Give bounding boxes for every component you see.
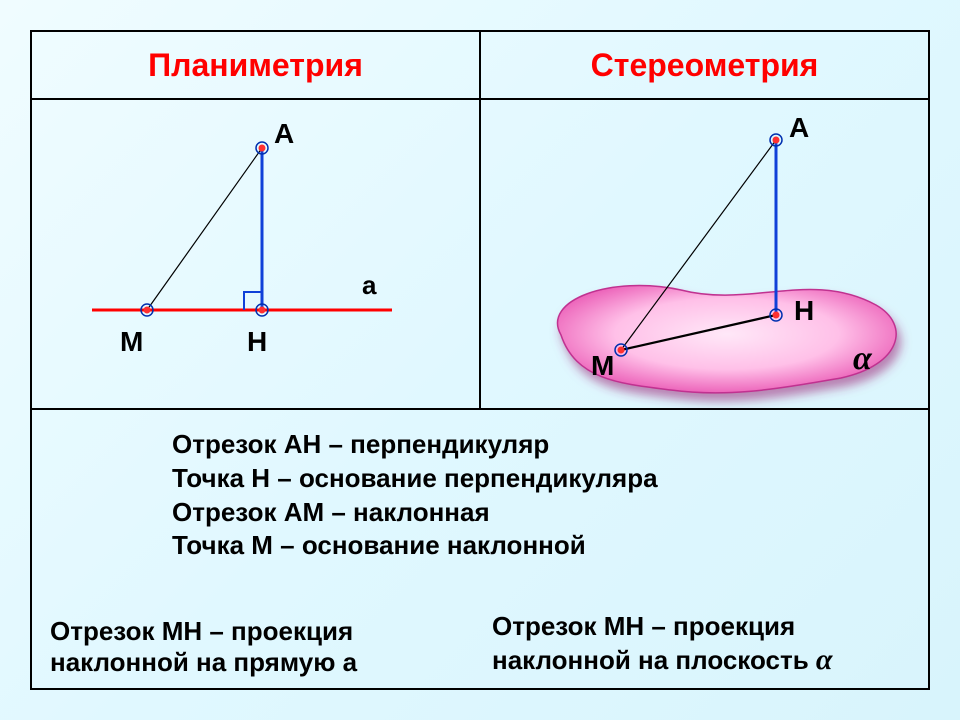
definitions-list: Отрезок АН – перпендикуляр Точка Н – осн… [172, 428, 658, 563]
proj-left-l2: наклонной на прямую а [50, 647, 480, 678]
label-H: Н [794, 295, 814, 327]
header-planimetry: Планиметрия [30, 30, 481, 100]
planimetry-svg [32, 100, 482, 410]
def-perp-base: Точка Н – основание перпендикуляра [172, 462, 658, 496]
label-A: А [789, 112, 809, 144]
comparison-table: Планиметрия Стереометрия [30, 30, 930, 690]
planimetry-cell: А Н М а [30, 100, 481, 410]
stereometry-cell: А Н М α [481, 100, 930, 410]
projection-left: Отрезок МН – проекция наклонной на пряму… [50, 616, 480, 678]
label-H: Н [247, 326, 267, 358]
label-plane-alpha: α [853, 340, 872, 378]
def-oblique: Отрезок АМ – наклонная [172, 496, 658, 530]
segment-AM [147, 148, 262, 310]
label-M: М [591, 350, 614, 382]
proj-right-l2: наклонной на плоскость α [492, 642, 922, 678]
diagram-row: А Н М а [30, 100, 930, 410]
label-line-a: а [362, 270, 376, 301]
label-A: А [274, 118, 294, 150]
def-oblique-base: Точка М – основание наклонной [172, 529, 658, 563]
def-perpendicular: Отрезок АН – перпендикуляр [172, 428, 658, 462]
header-row: Планиметрия Стереометрия [30, 30, 930, 100]
projection-right: Отрезок МН – проекция наклонной на плоск… [492, 611, 922, 678]
label-M: М [120, 326, 143, 358]
proj-left-l1: Отрезок МН – проекция [50, 616, 480, 647]
proj-right-l1: Отрезок МН – проекция [492, 611, 922, 642]
definitions-cell: Отрезок АН – перпендикуляр Точка Н – осн… [30, 410, 930, 690]
right-angle-marker [244, 292, 262, 310]
header-stereometry: Стереометрия [481, 30, 930, 100]
